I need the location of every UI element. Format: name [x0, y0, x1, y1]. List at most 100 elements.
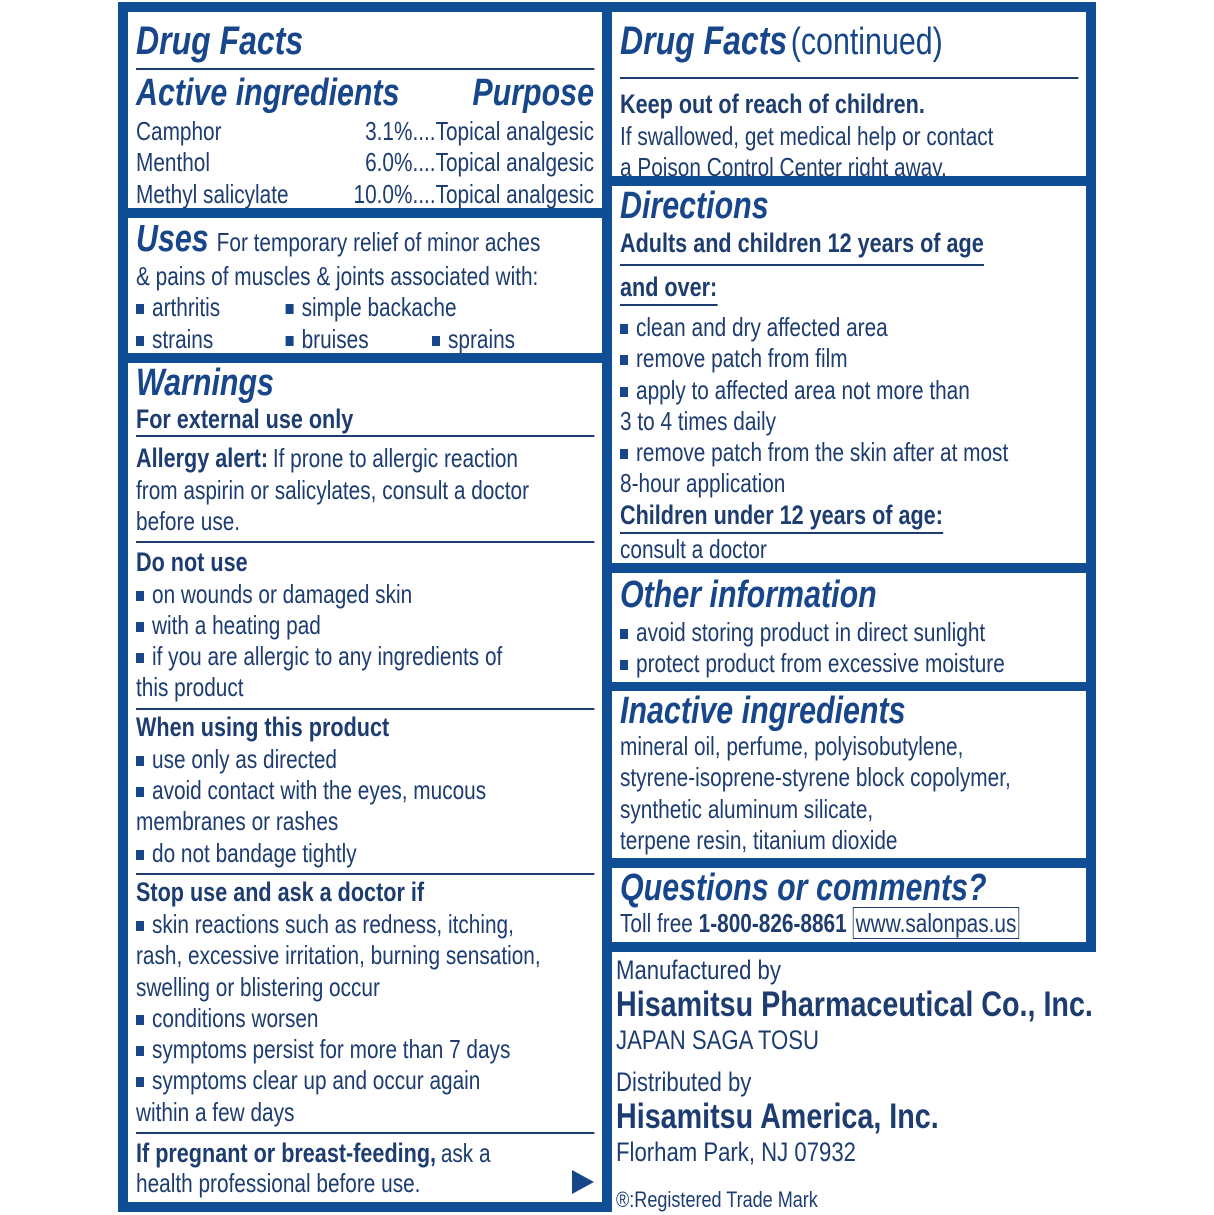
divider	[136, 872, 594, 875]
list-item: clean and dry affected area	[620, 312, 1078, 343]
drug-facts-title: Drug Facts	[136, 19, 304, 63]
continued-title: Drug Facts (continued)	[620, 16, 1078, 75]
inactive-ingredients-heading: Inactive ingredients	[620, 691, 906, 732]
inactive-text: synthetic aluminum silicate,	[620, 793, 874, 824]
keep-out-text: a Poison Control Center right away.	[620, 152, 947, 176]
allergy-text: from aspirin or salicylates, consult a d…	[136, 475, 530, 505]
do-not-use-heading: Do not use	[136, 546, 248, 577]
keep-out-panel: Drug Facts (continued) Keep out of reach…	[612, 12, 1086, 176]
when-using-heading: When using this product	[136, 711, 390, 742]
uses-list: arthritis simple backache strains bruise…	[136, 292, 594, 353]
list-item: arthritis	[136, 292, 286, 323]
toll-free-label: Toll free	[620, 908, 693, 938]
company-info: Manufactured by Hisamitsu Pharmaceutical…	[616, 953, 1214, 1215]
inactive-text: mineral oil, perfume, polyisobutylene,	[620, 731, 964, 761]
manufacturer-location: JAPAN SAGA TOSU	[616, 1025, 820, 1055]
list-item-cont: 8-hour application	[620, 468, 786, 499]
uses-text: For temporary relief of minor aches	[216, 227, 541, 257]
contact-line: Toll free 1-800-826-8861 www.salonpas.us	[620, 907, 1078, 939]
website-link[interactable]: www.salonpas.us	[852, 907, 1020, 939]
list-item-cont: 3 to 4 times daily	[620, 405, 777, 436]
list-item: symptoms persist for more than 7 days	[136, 1034, 594, 1065]
active-ingredients-panel: Drug Facts Active ingredients Purpose Ca…	[128, 12, 602, 208]
list-item: sprains	[432, 324, 594, 353]
list-item: avoid storing product in direct sunlight	[620, 617, 1078, 648]
continued-label: (continued)	[790, 21, 943, 63]
list-item: remove patch from film	[620, 343, 1078, 374]
uses-panel: Uses For temporary relief of minor aches …	[128, 218, 602, 353]
divider	[620, 77, 1078, 79]
stop-use-heading: Stop use and ask a doctor if	[136, 876, 425, 907]
children-heading: Children under 12 years of age:	[620, 500, 1078, 534]
ingredient-row: Menthol 6.0%....Topical analgesic	[136, 147, 594, 178]
directions-panel: Directions Adults and children 12 years …	[612, 186, 1086, 563]
list-item-cont: rash, excessive irritation, burning sens…	[136, 940, 541, 971]
warnings-panel: Warnings For external use only Allergy a…	[128, 363, 602, 1202]
list-item: simple backache	[285, 292, 594, 323]
ingredient-value: 10.0%....Topical analgesic	[353, 178, 595, 208]
divider	[136, 540, 594, 543]
ingredient-name: Menthol	[136, 147, 210, 178]
uses-heading: Uses	[136, 218, 209, 260]
active-ingredients-heading: Active ingredients	[136, 72, 400, 114]
distributor-location: Florham Park, NJ 07932	[616, 1137, 856, 1167]
pregnant-label: If pregnant or breast-feeding,	[136, 1138, 437, 1169]
distributed-by-label: Distributed by	[616, 1067, 752, 1097]
active-header: Active ingredients Purpose	[136, 70, 594, 116]
inactive-text: styrene-isoprene-styrene block copolymer…	[620, 762, 1011, 793]
adults-heading: Adults and children 12 years of age	[620, 226, 1078, 266]
divider	[136, 68, 594, 70]
list-item: strains	[136, 324, 286, 353]
adults-heading-cont: and over:	[620, 270, 1078, 306]
list-item: conditions worsen	[136, 1003, 594, 1034]
allergy-line: Allergy alert: If prone to allergic react…	[136, 443, 518, 473]
list-item-cont: this product	[136, 672, 244, 703]
list-item: remove patch from the skin after at most	[620, 437, 1078, 468]
list-item-cont: within a few days	[136, 1096, 295, 1127]
list-item: use only as directed	[136, 744, 594, 775]
inactive-ingredients-panel: Inactive ingredients mineral oil, perfum…	[612, 691, 1086, 858]
ingredient-row: Camphor 3.1%....Topical analgesic	[136, 116, 594, 147]
divider	[136, 435, 594, 437]
list-item: protect product from excessive moisture	[620, 648, 1078, 679]
list-item: with a heating pad	[136, 610, 594, 641]
ingredient-row: Methyl salicylate 10.0%....Topical analge…	[136, 179, 594, 208]
questions-heading: Questions or comments?	[620, 868, 987, 909]
inactive-text: terpene resin, titanium dioxide	[620, 824, 898, 855]
list-item-cont: swelling or blistering occur	[136, 971, 380, 1002]
phone-number[interactable]: 1-800-826-8861	[698, 908, 847, 938]
list-item-cont: membranes or rashes	[136, 806, 339, 837]
uses-line: Uses For temporary relief of minor aches	[136, 220, 594, 261]
children-text: consult a doctor	[620, 533, 767, 563]
list-item: bruises	[285, 324, 432, 353]
directions-heading: Directions	[620, 186, 769, 227]
questions-panel: Questions or comments? Toll free 1-800-8…	[612, 868, 1086, 942]
other-information-heading: Other information	[620, 574, 877, 616]
allergy-text: before use.	[136, 506, 241, 537]
trademark-note: ®:Registered Trade Mark	[616, 1187, 818, 1212]
purpose-heading: Purpose	[472, 72, 594, 114]
list-item: avoid contact with the eyes, mucous	[136, 775, 594, 806]
distributor-name: Hisamitsu America, Inc.	[616, 1097, 939, 1136]
ingredient-value: 6.0%....Topical analgesic	[365, 147, 594, 178]
list-item: on wounds or damaged skin	[136, 579, 594, 610]
external-use-text: For external use only	[136, 404, 354, 434]
keep-out-heading: Keep out of reach of children.	[620, 89, 925, 119]
uses-text: & pains of muscles & joints associated w…	[136, 261, 539, 291]
list-item: do not bandage tightly	[136, 838, 594, 869]
divider	[136, 1132, 594, 1135]
drug-facts-title: Drug Facts	[620, 19, 788, 63]
list-item: skin reactions such as redness, itching,	[136, 909, 594, 940]
warnings-heading: Warnings	[136, 363, 274, 404]
manufacturer-name: Hisamitsu Pharmaceutical Co., Inc.	[616, 985, 1093, 1024]
ingredient-name: Camphor	[136, 116, 222, 146]
keep-out-text: If swallowed, get medical help or contac…	[620, 121, 994, 151]
divider	[136, 707, 594, 710]
pregnant-line: If pregnant or breast-feeding, ask a	[136, 1138, 491, 1169]
ingredient-value: 3.1%....Topical analgesic	[365, 116, 594, 146]
manufactured-by-label: Manufactured by	[616, 955, 781, 985]
list-item: apply to affected area not more than	[620, 375, 1078, 406]
list-item: if you are allergic to any ingredients o…	[136, 641, 594, 672]
allergy-label: Allergy alert:	[136, 443, 269, 473]
ingredient-name: Methyl salicylate	[136, 178, 289, 208]
